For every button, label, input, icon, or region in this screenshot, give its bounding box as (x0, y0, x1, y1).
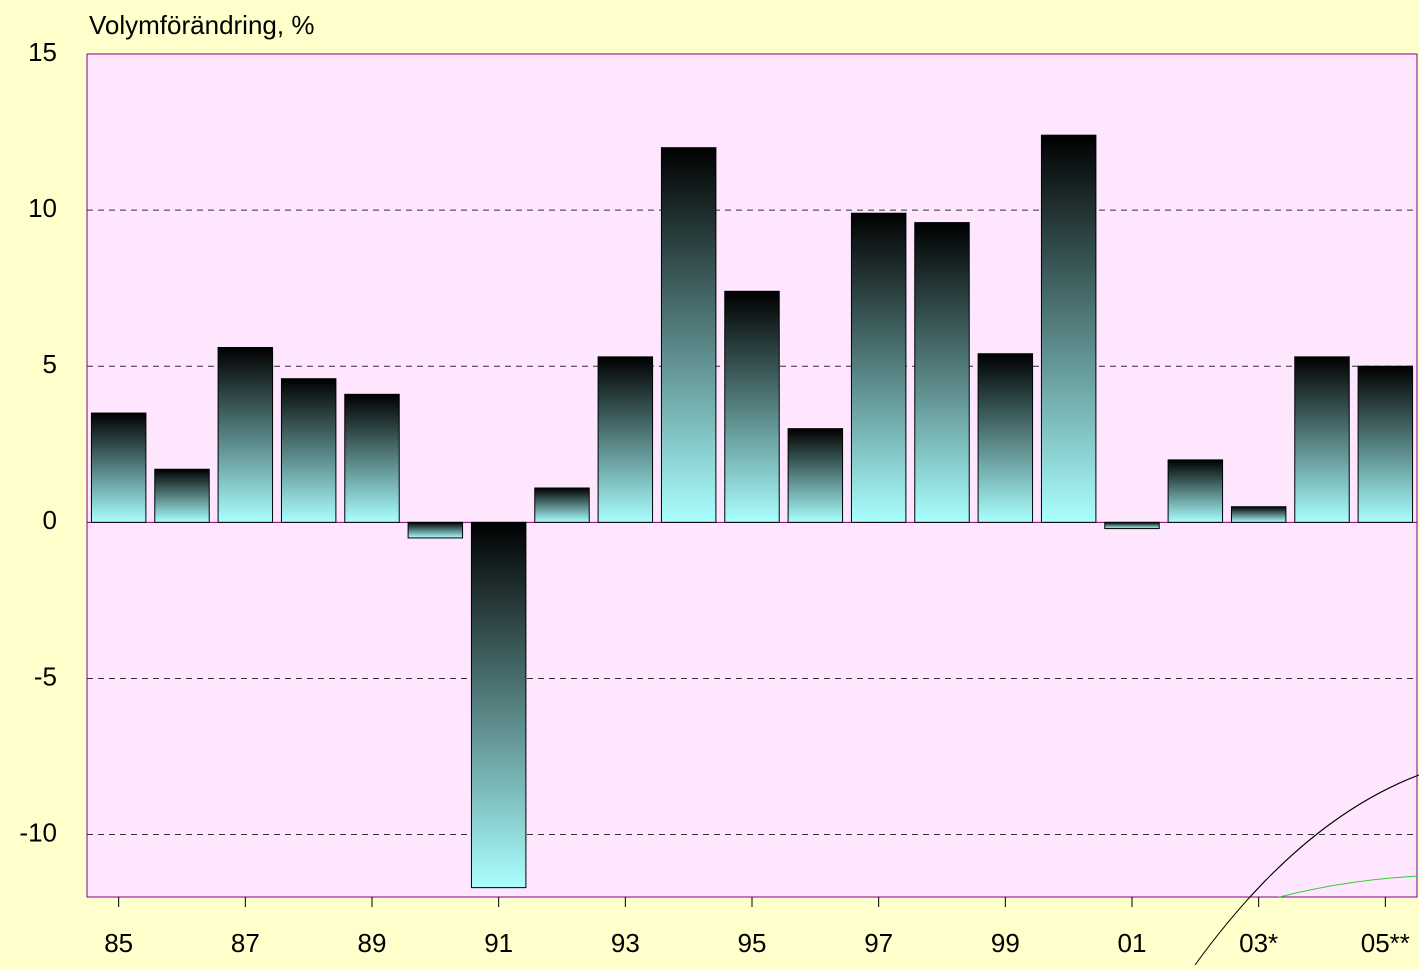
y-tick-label: 5 (43, 349, 57, 379)
x-tick-label: 01 (1118, 928, 1147, 958)
bar (660, 147, 717, 523)
bar (217, 346, 274, 523)
bar (914, 222, 970, 523)
x-tick-label: 05** (1361, 928, 1410, 958)
bar (1040, 134, 1097, 523)
x-tick-label: 89 (358, 928, 387, 958)
bar (1104, 521, 1160, 530)
bar (344, 393, 400, 523)
bar (977, 353, 1034, 523)
x-tick-label: 85 (104, 928, 133, 958)
x-tick-label: 91 (484, 928, 513, 958)
axis-title: Volymförändring, % (89, 10, 314, 40)
bar (280, 378, 337, 523)
y-tick-label: -5 (34, 661, 57, 691)
decoration (1194, 774, 1419, 966)
x-tick-label: 03* (1239, 928, 1278, 958)
bar (154, 468, 210, 523)
bar (724, 290, 780, 523)
bar (1357, 365, 1414, 523)
bar (597, 356, 654, 523)
x-tick-label: 95 (738, 928, 767, 958)
x-tick-label: 87 (231, 928, 260, 958)
y-tick-label: 10 (28, 193, 57, 223)
y-tick-label: 15 (28, 37, 57, 67)
bar (407, 521, 464, 539)
y-tick-label: -10 (19, 817, 57, 847)
bar (850, 212, 907, 523)
y-tick-label: 0 (43, 505, 57, 535)
x-tick-label: 93 (611, 928, 640, 958)
bar (534, 487, 590, 523)
bar (90, 412, 147, 523)
x-tick-label: 97 (864, 928, 893, 958)
bar (1167, 459, 1224, 523)
bar (787, 428, 844, 523)
x-tick-label: 99 (991, 928, 1020, 958)
bar (470, 521, 527, 889)
bar (1230, 506, 1287, 523)
bar (1294, 356, 1350, 523)
